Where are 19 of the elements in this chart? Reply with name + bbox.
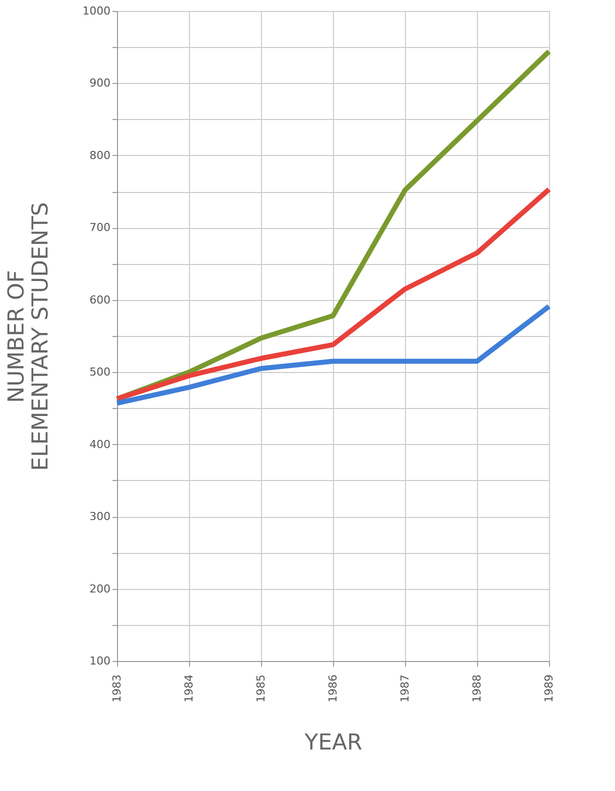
- x-axis-title: YEAR: [304, 730, 362, 756]
- x-tick-label: 1989: [542, 674, 556, 702]
- y-tick-label: 800: [90, 148, 110, 162]
- x-tick-label: 1987: [398, 674, 412, 702]
- x-tick-label: 1983: [110, 674, 124, 702]
- x-tick-label: 1988: [470, 674, 484, 702]
- y-tick-label: 900: [90, 76, 110, 90]
- y-tick-label: 500: [90, 366, 110, 379]
- x-tick-label: 1984: [182, 674, 196, 702]
- y-axis-title: NUMBER OF ELEMENTARY STUDENTS: [4, 202, 54, 471]
- y-tick-label: 400: [90, 438, 110, 451]
- y-tick-label: 1000: [82, 4, 110, 18]
- y-tick-label: 100: [90, 654, 110, 668]
- y-tick-label: 700: [90, 221, 110, 234]
- y-tick-label: 200: [90, 582, 110, 596]
- x-tick-label: 1986: [326, 674, 340, 702]
- y-tick-label: 600: [90, 293, 110, 306]
- y-tick-label: 300: [90, 510, 110, 524]
- x-tick-label: 1985: [254, 674, 268, 702]
